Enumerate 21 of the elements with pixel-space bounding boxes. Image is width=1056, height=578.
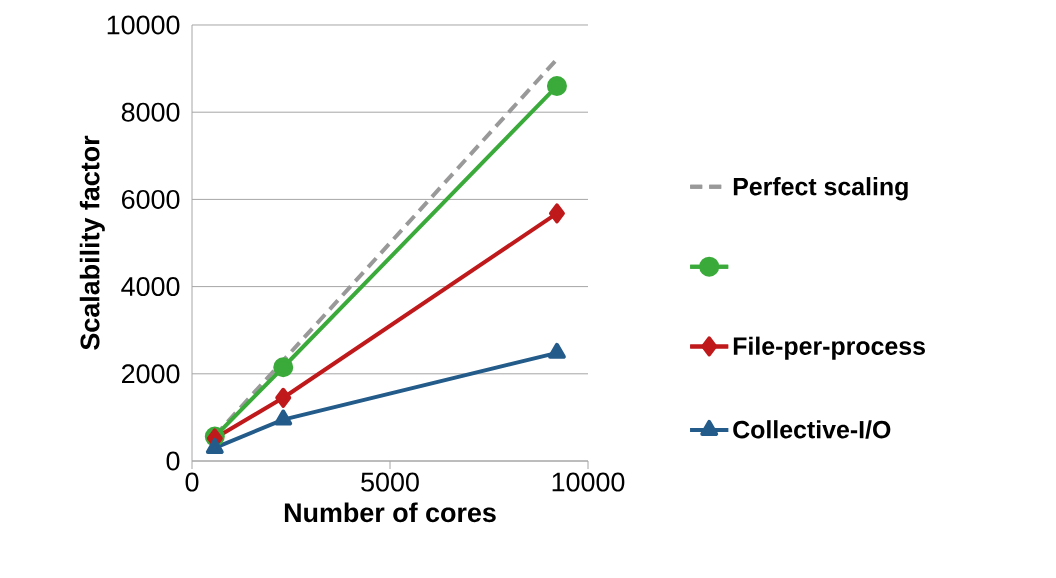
point xyxy=(548,342,566,359)
point xyxy=(273,357,294,378)
y-tick-label: 10000 xyxy=(107,15,180,35)
y-tick-label: 4000 xyxy=(121,277,180,297)
x-axis-title: Number of cores xyxy=(284,502,496,523)
y-tick-label: 2000 xyxy=(122,364,180,384)
legend-label: Collective-I/O xyxy=(733,420,891,439)
x-tick-label: 0 xyxy=(185,472,199,492)
point xyxy=(275,387,292,408)
point xyxy=(548,203,565,224)
y-tick-label: 0 xyxy=(166,451,180,471)
point xyxy=(205,437,224,454)
y-axis-title: Scalability factor xyxy=(79,135,105,350)
x-tick-label: 5000 xyxy=(361,472,419,492)
y-tick-label: 8000 xyxy=(121,102,180,122)
point xyxy=(274,409,293,426)
y-tick-label: 6000 xyxy=(122,189,180,209)
legend-label: File-per-process xyxy=(733,336,925,360)
point xyxy=(546,76,567,97)
x-tick-label: 10000 xyxy=(552,472,625,492)
legend-label: Perfect scaling xyxy=(733,177,908,201)
